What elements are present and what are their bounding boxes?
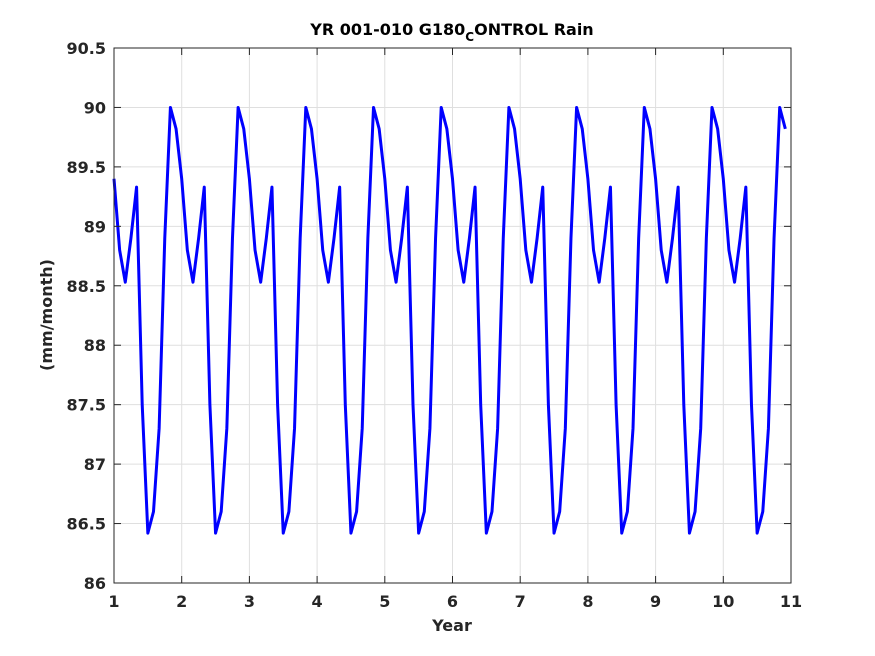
x-tick-label: 4 [312, 592, 323, 611]
x-tick-label: 11 [780, 592, 802, 611]
x-tick-label: 3 [244, 592, 255, 611]
x-axis-label: Year [431, 616, 472, 635]
x-tick-label: 9 [650, 592, 661, 611]
series-line-rain [112, 105, 787, 535]
x-tick-label: 5 [379, 592, 390, 611]
x-tick-label: 8 [582, 592, 593, 611]
y-tick-label: 86 [84, 574, 106, 593]
x-tick-label: 1 [108, 592, 119, 611]
y-tick-label: 87 [84, 455, 106, 474]
y-tick-label: 89.5 [67, 158, 106, 177]
x-tick-label: 7 [515, 592, 526, 611]
axis-ticks [113, 47, 792, 584]
y-tick-label: 87.5 [67, 396, 106, 415]
x-tick-label: 2 [176, 592, 187, 611]
y-tick-label: 88.5 [67, 277, 106, 296]
x-tick-label: 6 [447, 592, 458, 611]
x-tick-labels: 1 2 3 4 5 6 7 8 9 10 11 [108, 592, 802, 611]
y-axis-label: (mm/month) [37, 259, 56, 371]
x-tick-label: 10 [712, 592, 734, 611]
y-tick-label: 86.5 [67, 515, 106, 534]
y-tick-label: 88 [84, 336, 106, 355]
y-tick-label: 90.5 [67, 39, 106, 58]
y-tick-label: 89 [84, 217, 106, 236]
y-tick-label: 90 [84, 98, 106, 117]
y-tick-labels: 86 86.5 87 87.5 88 88.5 89 89.5 90 90.5 [67, 39, 106, 593]
chart-title: YR 001-010 G180CONTROL Rain [309, 20, 593, 44]
